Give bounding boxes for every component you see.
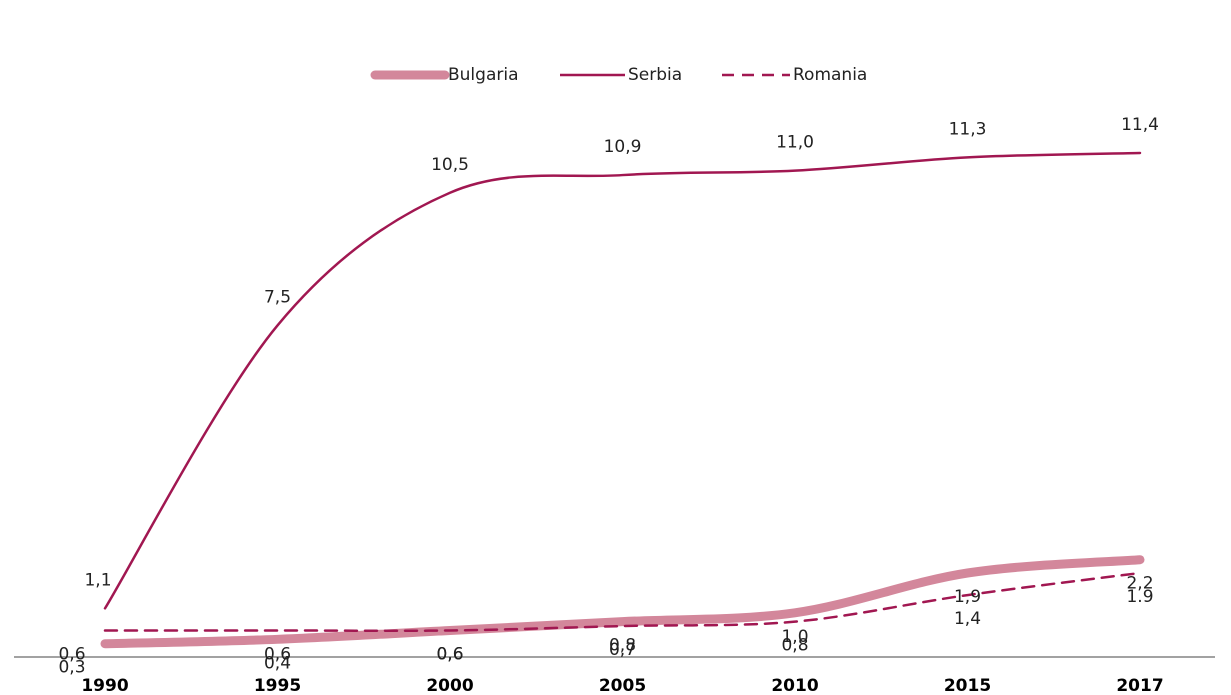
data-label: 0,3 <box>58 658 85 678</box>
data-label: 0,6 <box>436 644 463 664</box>
data-label: 1,9 <box>954 587 981 607</box>
data-label: 0,6 <box>436 644 463 664</box>
series-line <box>100 555 1145 649</box>
data-label: 0,6 <box>58 644 85 664</box>
data-label: 1,4 <box>954 609 981 629</box>
legend-label: Bulgaria <box>448 65 519 85</box>
series-line <box>103 151 1142 610</box>
data-label: 1,0 <box>781 627 808 647</box>
data-label: 0,6 <box>264 644 291 664</box>
x-tick-label: 2005 <box>599 676 646 695</box>
data-label: 11,4 <box>1121 115 1159 135</box>
series-line <box>103 571 1142 633</box>
data-label: 7,5 <box>264 287 291 307</box>
x-tick-label: 2010 <box>771 676 818 695</box>
x-tick-label: 2015 <box>944 676 991 695</box>
data-label: 2,2 <box>1126 574 1153 594</box>
data-label: 10,5 <box>431 155 469 175</box>
data-label: 1.9 <box>1126 587 1153 607</box>
x-tick-label: 2017 <box>1116 676 1163 695</box>
data-label: 11,0 <box>776 133 814 153</box>
x-tick-label: 1995 <box>254 676 301 695</box>
data-label: 0,8 <box>609 636 636 656</box>
legend-label: Romania <box>793 65 867 85</box>
data-label: 1,1 <box>84 570 111 590</box>
data-label: 0,8 <box>781 636 808 656</box>
legend-label: Serbia <box>628 65 682 85</box>
x-tick-label: 1990 <box>81 676 128 695</box>
data-label: 0,7 <box>609 640 636 660</box>
x-tick-label: 2000 <box>426 676 473 695</box>
data-label: 11,3 <box>949 119 987 139</box>
data-label: 10,9 <box>604 137 642 157</box>
data-label: 0,4 <box>264 653 291 673</box>
